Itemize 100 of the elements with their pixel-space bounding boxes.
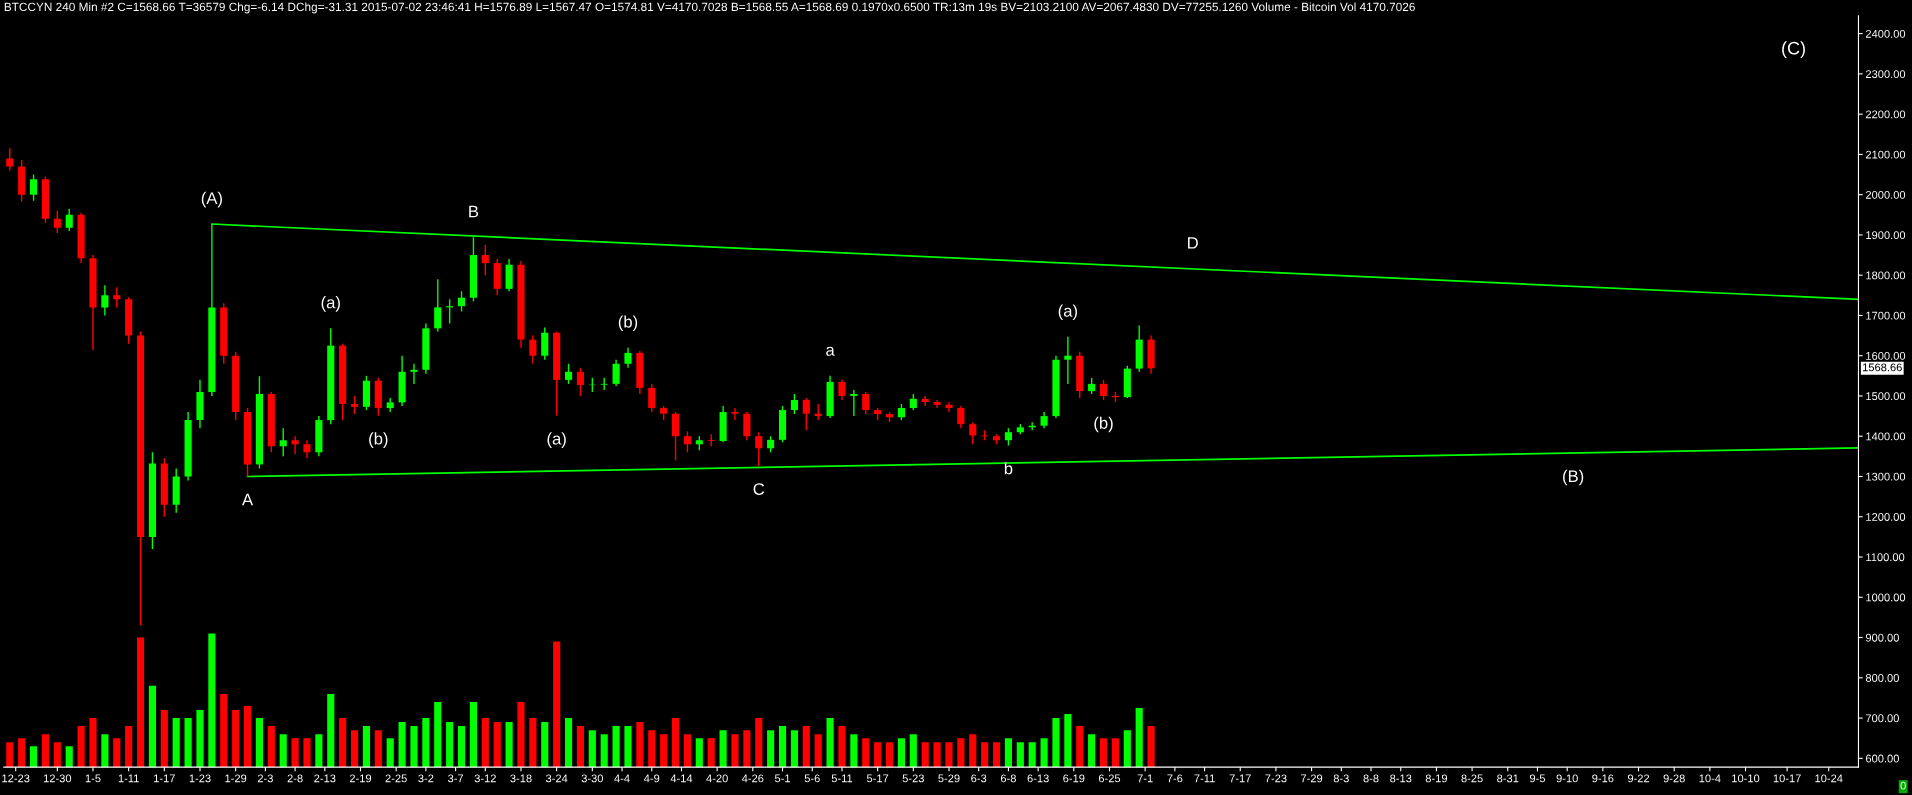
x-tick-label: 3-24 xyxy=(545,774,568,783)
candlestick xyxy=(291,435,299,456)
y-tick-label: 2400.00 xyxy=(1865,29,1906,38)
x-tick-label: 9-16 xyxy=(1592,774,1614,783)
candlestick xyxy=(743,411,751,441)
x-tick-label: 8-8 xyxy=(1363,774,1379,783)
x-tick-label: 3-12 xyxy=(474,774,496,783)
x-tick-label: 6-19 xyxy=(1063,774,1085,783)
candlestick xyxy=(101,284,109,317)
y-tick-label: 700.00 xyxy=(1865,714,1899,723)
x-tick-label: 4-26 xyxy=(741,774,764,783)
candlestick xyxy=(671,411,680,462)
x-tick-label: 6-8 xyxy=(1000,774,1016,783)
x-tick-label: 2-8 xyxy=(287,774,303,783)
x-tick-label: 9-28 xyxy=(1663,774,1685,783)
candlestick xyxy=(279,427,287,458)
candlestick xyxy=(410,363,418,385)
annotation: (a) xyxy=(321,296,340,312)
x-tick-label: 12-23 xyxy=(2,774,30,783)
x-tick-label: 10-10 xyxy=(1732,774,1760,783)
y-tick-label: 2300.00 xyxy=(1865,70,1906,79)
x-tick-label: 9-10 xyxy=(1556,774,1578,783)
candlestick xyxy=(303,439,311,460)
y-tick-label: 2200.00 xyxy=(1865,110,1906,119)
candlestick xyxy=(612,359,620,387)
x-tick-label: 6-3 xyxy=(971,774,987,783)
candlestick xyxy=(838,379,846,401)
x-tick-label: 5-23 xyxy=(902,774,924,783)
annotation: (b) xyxy=(1094,416,1113,433)
candlestick xyxy=(65,208,73,232)
y-tick-label: 1400.00 xyxy=(1866,432,1906,441)
candlestick xyxy=(113,286,121,309)
candlestick xyxy=(576,367,584,397)
candlestick xyxy=(541,326,549,361)
x-tick-label: 4-9 xyxy=(643,774,660,783)
annotation: (b) xyxy=(369,432,388,448)
x-tick-label: 1-11 xyxy=(118,774,139,783)
candlestick xyxy=(648,383,656,413)
x-tick-label: 6-25 xyxy=(1098,774,1121,783)
x-tick-label: 3-30 xyxy=(581,774,603,783)
y-tick-label: 1500.00 xyxy=(1866,392,1906,401)
y-tick-label: 1600.00 xyxy=(1866,351,1906,360)
x-tick-label: 8-13 xyxy=(1390,774,1412,783)
annotation: (a) xyxy=(1058,304,1078,321)
annotation: b xyxy=(1004,462,1013,475)
annotation: C xyxy=(753,483,765,495)
x-tick-label: 1-29 xyxy=(225,774,247,783)
candlestick xyxy=(755,431,763,467)
candlestick xyxy=(564,363,573,385)
annotation: (C) xyxy=(1782,41,1805,59)
x-tick-label: 4-4 xyxy=(614,774,630,783)
candlestick xyxy=(862,391,870,415)
x-tick-label: 1-23 xyxy=(189,774,211,783)
annotation: (A) xyxy=(201,191,222,208)
text: 1568.66 xyxy=(1863,363,1902,372)
y-tick-label: 2000.00 xyxy=(1865,190,1906,199)
candlestick xyxy=(624,346,632,369)
x-tick-label: 1-5 xyxy=(85,774,101,783)
x-tick-label: 5-11 xyxy=(831,774,853,783)
x-tick-label: 2-25 xyxy=(385,774,407,783)
x-tick-label: 2-19 xyxy=(349,774,372,783)
x-tick-label: 7-6 xyxy=(1167,774,1183,783)
x-tick-label: 4-14 xyxy=(670,774,693,783)
candlestick xyxy=(6,147,14,172)
y-tick-label: 1200.00 xyxy=(1866,513,1906,521)
y-tick-label: 1300.00 xyxy=(1866,472,1906,481)
candlestick xyxy=(933,399,941,409)
x-tick-label: 7-11 xyxy=(1194,774,1215,783)
y-tick-label: 2100.00 xyxy=(1865,150,1906,159)
candlestick xyxy=(731,407,739,421)
x-tick-label: 5-17 xyxy=(866,774,889,783)
candlestick xyxy=(790,393,798,415)
x-tick-label: 2-3 xyxy=(257,774,273,783)
x-tick-label: 12-30 xyxy=(43,774,72,783)
x-tick-label: 6-13 xyxy=(1027,774,1049,783)
x-tick-label: 5-6 xyxy=(804,774,820,783)
candlestick xyxy=(969,421,977,445)
x-tick-label: 3-7 xyxy=(447,774,464,783)
x-tick-label: 1-17 xyxy=(154,774,175,783)
candlestick xyxy=(53,210,61,234)
x-tick-label: 9-22 xyxy=(1627,774,1650,783)
x-tick-label: 8-25 xyxy=(1461,774,1483,783)
x-tick-label: 7-23 xyxy=(1265,774,1287,783)
candlestick xyxy=(957,405,965,429)
chart-title: BTCCYN 240 Min #2 C=1568.66 T=36579 Chg=-6.14 DChg=-31.31 2015-07-02 23:46:41 H=1576.89 L=1567.47 O=1574.81 V=4170.7028 B=1568.55 A=1568.69 0.1970x0.6500 TR:13m 19s BV=2103.2100 AV=2067.4830 DV=77255.1260 Volume - Bitcoin Vol 4170.7026 xyxy=(4,2,1415,14)
x-tick-label: 3-2 xyxy=(418,774,434,783)
y-tick-label: 1100.00 xyxy=(1866,553,1905,562)
candlestick xyxy=(529,334,537,365)
y-tick-label: 800.00 xyxy=(1865,674,1899,682)
candlestick xyxy=(350,395,359,415)
x-tick-label: 5-1 xyxy=(774,774,791,783)
candlestick xyxy=(434,278,442,333)
y-tick-label: 1000.00 xyxy=(1866,593,1906,602)
x-tick-label: 9-5 xyxy=(1529,774,1546,783)
x-tick-label: 8-31 xyxy=(1497,774,1519,783)
candlestick xyxy=(945,401,953,413)
annotation: (B) xyxy=(1563,469,1584,486)
x-tick-label: 10-17 xyxy=(1773,774,1801,783)
text: 0 xyxy=(1900,781,1906,790)
annotation: a xyxy=(826,346,835,356)
